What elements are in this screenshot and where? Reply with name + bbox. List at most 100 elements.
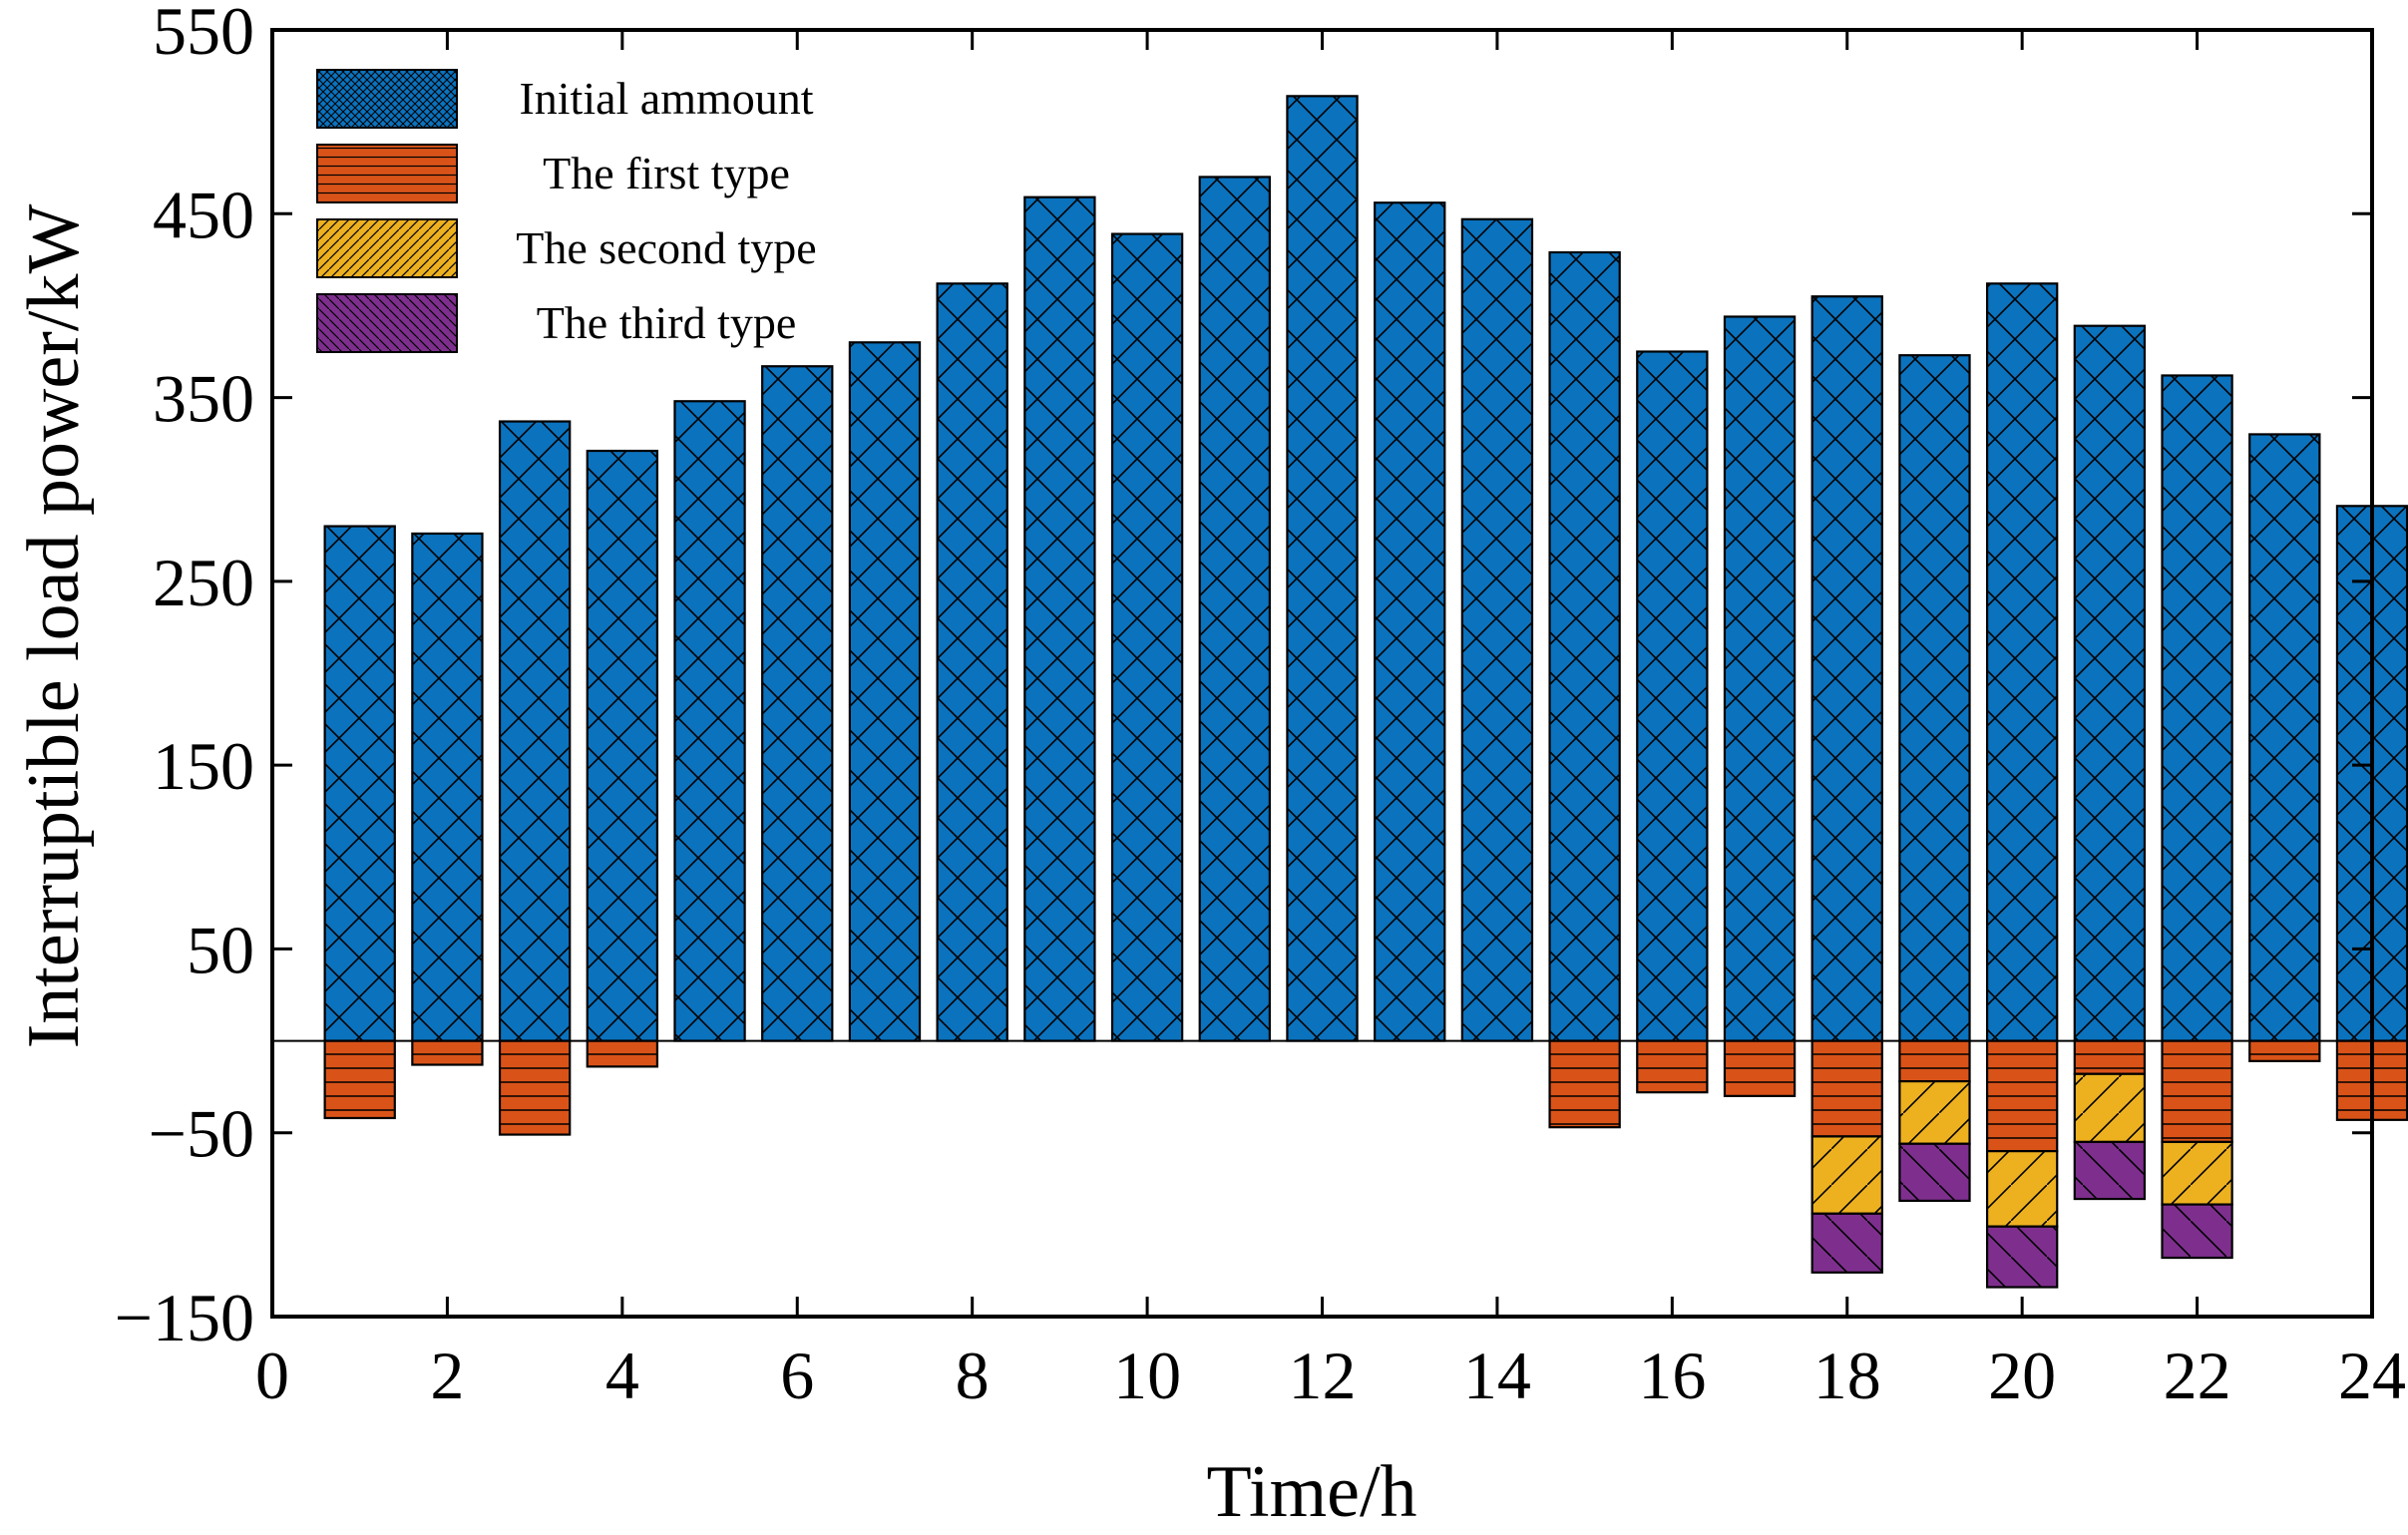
bar-the-first-type-1-outline	[323, 1039, 396, 1120]
bar-the-first-type-17-outline	[1723, 1039, 1797, 1097]
bar-the-first-type-20	[1985, 1039, 2059, 1153]
legend-item-the-second-type: The second type	[316, 218, 817, 278]
legend-item-the-first-type-label: The first type	[543, 148, 790, 198]
bar-the-third-type-22	[2161, 1203, 2233, 1260]
y-tick-label--50: −50	[149, 1096, 254, 1172]
x-axis-title: Time/h	[1206, 1451, 1416, 1533]
bar-initial-ammount-3-outline	[498, 420, 572, 1042]
bar-the-first-type-2-outline	[411, 1039, 484, 1066]
x-tick-label-8: 8	[956, 1338, 990, 1413]
bar-initial-ammount-11	[1198, 176, 1271, 1042]
bar-the-second-type-22	[2161, 1140, 2233, 1206]
bar-initial-ammount-8-outline	[936, 282, 1008, 1042]
bar-initial-ammount-11-outline	[1198, 176, 1271, 1042]
bar-the-first-type-20-outline	[1985, 1039, 2059, 1153]
bar-the-first-type-21-outline	[2073, 1039, 2147, 1075]
x-tick-label-14: 14	[1463, 1338, 1531, 1413]
bar-initial-ammount-21	[2073, 324, 2147, 1042]
bar-initial-ammount-14	[1460, 217, 1534, 1042]
bar-initial-ammount-5	[673, 400, 746, 1042]
bar-initial-ammount-20-outline	[1985, 282, 2059, 1042]
legend-item-initial-ammount: Initial ammount	[316, 69, 814, 129]
bars	[323, 95, 2408, 1289]
bar-initial-ammount-21-outline	[2073, 324, 2147, 1042]
y-tick-label-150: 150	[153, 728, 254, 804]
bar-the-second-type-21-outline	[2073, 1072, 2147, 1144]
x-tick-label-10: 10	[1113, 1338, 1181, 1413]
bar-the-second-type-20	[1985, 1150, 2059, 1228]
bar-initial-ammount-5-outline	[673, 400, 746, 1042]
bar-the-first-type-2	[411, 1039, 484, 1066]
bar-the-first-type-21	[2073, 1039, 2147, 1075]
bar-initial-ammount-7	[848, 341, 922, 1042]
bar-the-second-type-22-outline	[2161, 1140, 2233, 1206]
bar-initial-ammount-20	[1985, 282, 2059, 1042]
x-tick-label-2: 2	[430, 1338, 464, 1413]
legend-item-the-second-type-swatch	[316, 218, 458, 278]
bar-the-third-type-21	[2073, 1140, 2147, 1201]
bar-the-second-type-18	[1810, 1135, 1883, 1215]
bar-initial-ammount-1	[323, 525, 396, 1042]
bar-the-second-type-19	[1898, 1080, 1971, 1145]
bar-initial-ammount-16-outline	[1636, 350, 1709, 1042]
legend-item-initial-ammount-swatch	[316, 69, 458, 129]
bar-the-first-type-22	[2161, 1039, 2233, 1144]
bar-the-second-type-19-outline	[1898, 1080, 1971, 1145]
bar-the-third-type-19	[1898, 1142, 1971, 1203]
bar-the-third-type-22-outline	[2161, 1203, 2233, 1260]
bar-initial-ammount-19	[1898, 354, 1971, 1042]
bar-initial-ammount-17-outline	[1723, 315, 1797, 1042]
bar-the-third-type-18	[1810, 1212, 1883, 1274]
bar-initial-ammount-9-outline	[1023, 195, 1096, 1042]
bar-initial-ammount-6-outline	[761, 365, 834, 1042]
bar-initial-ammount-12	[1286, 95, 1359, 1042]
ticks: 0 2 4 6 8 10 12 14 16 18 20 22 24−150−50501502503504…	[115, 0, 2406, 1413]
bar-the-first-type-18-outline	[1810, 1039, 1883, 1138]
y-tick-label-550: 550	[153, 0, 254, 69]
bar-initial-ammount-4	[586, 449, 659, 1042]
bar-initial-ammount-14-outline	[1460, 217, 1534, 1042]
legend-item-the-third-type-swatch	[316, 293, 458, 353]
bar-the-first-type-16	[1636, 1039, 1709, 1094]
legend: Initial ammount The first type The second …	[316, 69, 817, 353]
bar-the-third-type-20	[1985, 1225, 2059, 1289]
bar-initial-ammount-18	[1810, 295, 1883, 1042]
x-tick-label-4: 4	[605, 1338, 639, 1413]
bar-the-first-type-23	[2248, 1039, 2321, 1062]
x-tick-label-20: 20	[1988, 1338, 2056, 1413]
x-tick-label-22: 22	[2164, 1338, 2231, 1413]
bar-the-first-type-18	[1810, 1039, 1883, 1138]
bar-the-first-type-19-outline	[1898, 1039, 1971, 1083]
bar-initial-ammount-4-outline	[586, 449, 659, 1042]
legend-item-the-third-type: The third type	[316, 293, 797, 353]
bar-initial-ammount-8	[936, 282, 1008, 1042]
bar-initial-ammount-3	[498, 420, 572, 1042]
bar-initial-ammount-13-outline	[1374, 201, 1446, 1042]
bar-initial-ammount-2	[411, 532, 484, 1042]
bar-initial-ammount-7-outline	[848, 341, 922, 1042]
bar-initial-ammount-12-outline	[1286, 95, 1359, 1042]
bar-the-second-type-20-outline	[1985, 1150, 2059, 1228]
bar-the-first-type-4-outline	[586, 1039, 659, 1068]
y-tick-label-250: 250	[153, 545, 254, 620]
x-tick-label-24: 24	[2338, 1338, 2406, 1413]
bar-initial-ammount-15	[1548, 250, 1621, 1042]
legend-item-the-second-type-label: The second type	[516, 222, 816, 273]
legend-item-the-third-type-label: The third type	[537, 297, 797, 348]
bar-the-first-type-1	[323, 1039, 396, 1120]
bar-the-first-type-15-outline	[1548, 1039, 1621, 1129]
bar-initial-ammount-15-outline	[1548, 250, 1621, 1042]
x-tick-label-0: 0	[255, 1338, 289, 1413]
bar-initial-ammount-22-outline	[2161, 374, 2233, 1042]
x-tick-label-6: 6	[780, 1338, 814, 1413]
legend-item-the-first-type-swatch	[316, 144, 458, 203]
bar-the-third-type-19-outline	[1898, 1142, 1971, 1203]
bar-the-third-type-20-outline	[1985, 1225, 2059, 1289]
bar-the-second-type-18-outline	[1810, 1135, 1883, 1215]
bar-initial-ammount-22	[2161, 374, 2233, 1042]
bar-initial-ammount-1-outline	[323, 525, 396, 1042]
bar-initial-ammount-16	[1636, 350, 1709, 1042]
y-tick-label--150: −150	[115, 1280, 254, 1355]
x-tick-label-16: 16	[1638, 1338, 1706, 1413]
